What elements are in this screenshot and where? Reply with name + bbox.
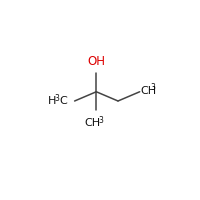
Text: CH: CH <box>140 86 157 96</box>
Text: 3: 3 <box>151 83 156 92</box>
Text: C: C <box>59 96 67 106</box>
Text: H: H <box>48 96 56 106</box>
Text: 3: 3 <box>98 116 103 125</box>
Text: CH: CH <box>84 118 100 128</box>
Text: OH: OH <box>87 55 105 68</box>
Text: 3: 3 <box>54 94 59 103</box>
